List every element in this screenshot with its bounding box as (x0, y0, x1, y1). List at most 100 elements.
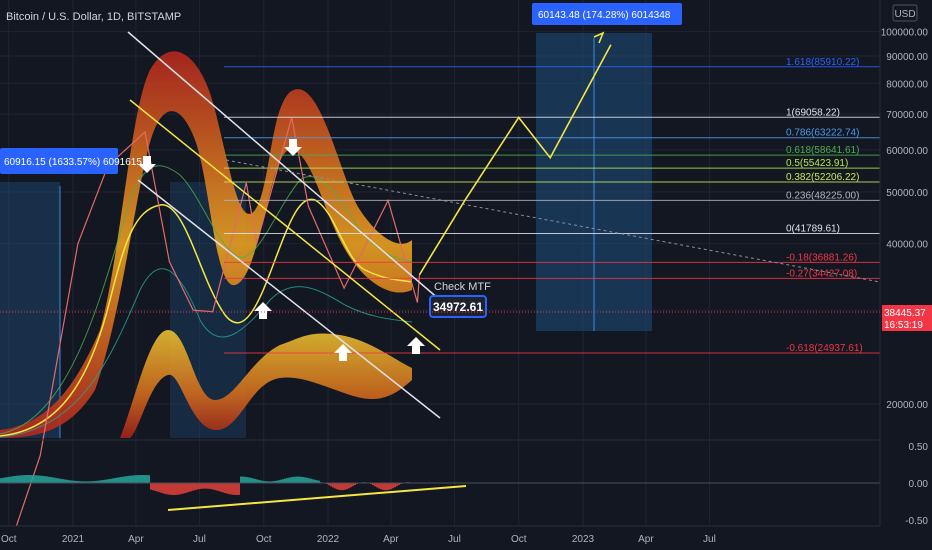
oscillator-bar (52, 477, 54, 483)
time-tick-label: Oct (511, 534, 527, 545)
oscillator-bar (158, 483, 160, 493)
oscillator-bar (198, 483, 200, 490)
oscillator-bar (48, 476, 50, 483)
oscillator-bar (204, 483, 206, 489)
time-tick-label: Jul (193, 534, 206, 545)
fib-level-label: -0.27(34427.08) (786, 268, 857, 279)
oscillator-bar (32, 475, 34, 483)
oscillator-bar (154, 483, 156, 491)
oscillator-bar (68, 480, 70, 483)
oscillator-bar (96, 480, 98, 483)
oscillator-bar (222, 483, 224, 493)
price-tick-label: 60000.00 (886, 146, 928, 157)
oscillator-bar (236, 483, 238, 495)
oscillator-bar (240, 476, 242, 483)
oscillator-bar (254, 478, 256, 483)
oscillator-bar (224, 483, 226, 494)
oscillator-bar (340, 483, 342, 491)
oscillator-bar (76, 481, 78, 483)
current-price-tag (882, 305, 932, 331)
oscillator-bar (20, 475, 22, 483)
oscillator-tick-label: 0.50 (909, 442, 929, 453)
oscillator-bar (338, 483, 340, 490)
oscillator-bar (334, 483, 336, 489)
oscillator-bar (390, 483, 392, 490)
oscillator-bar (86, 481, 88, 483)
oscillator-bar (260, 480, 262, 483)
fib-level-label: -0.18(36881.26) (786, 252, 857, 263)
oscillator-bar (310, 478, 312, 483)
oscillator-bar (74, 480, 76, 483)
oscillator-bar (242, 476, 244, 483)
oscillator-bar (354, 483, 356, 485)
oscillator-bar (58, 478, 60, 483)
oscillator-bar (142, 475, 144, 483)
oscillator-axis-ticks: 0.50 0.00 -0.50 (905, 442, 928, 527)
oscillator-bar (70, 480, 72, 483)
oscillator-bar (12, 476, 14, 483)
cursor-price-label: 34972.61 (433, 300, 483, 314)
oscillator-bar (106, 479, 108, 483)
oscillator-bar (330, 483, 332, 487)
oscillator-bar (280, 479, 282, 483)
oscillator-bar (252, 478, 254, 483)
oscillator-trendline (167, 485, 467, 511)
time-axis[interactable] (0, 526, 932, 550)
oscillator-bar (28, 475, 30, 483)
oscillator-bar (122, 476, 124, 483)
oscillator-bar (16, 475, 18, 483)
oscillator-bar (148, 475, 150, 483)
oscillator-bar (60, 478, 62, 483)
fib-level-label: 0.5(55423.91) (786, 158, 848, 169)
lower-band (0, 330, 412, 438)
fib-level-label: 0.236(48225.00) (786, 190, 859, 201)
fib-level-label: 1(69058.22) (786, 107, 840, 118)
oscillator-bar (190, 483, 192, 492)
oscillator-bar (62, 479, 64, 483)
oscillator-bar (288, 477, 290, 483)
oscillator-bar (326, 483, 328, 485)
measure-right-label-bg (532, 3, 682, 25)
oscillator-bar (228, 483, 230, 495)
measure-box-left (0, 182, 60, 438)
down-arrow-icon (284, 139, 302, 156)
projection-arrowhead (593, 31, 605, 44)
currency-badge[interactable] (892, 4, 918, 22)
oscillator-bar (94, 480, 96, 483)
oscillator-bar (18, 475, 20, 483)
oscillator-bar (268, 481, 270, 483)
oscillator-bar (202, 483, 204, 489)
oscillator-bar (348, 483, 350, 489)
time-tick-label: 2021 (62, 534, 85, 545)
oscillator-bar (132, 475, 134, 483)
oscillator-bar (82, 481, 84, 483)
oscillator-bar (258, 479, 260, 483)
oscillator-bar (130, 475, 132, 483)
upper-band (0, 51, 412, 439)
oscillator-bar (128, 475, 130, 483)
oscillator-bar (266, 481, 268, 483)
fib-levels: 1.618(85910.22) 1(69058.22) 0.786(63222.74… (224, 57, 880, 354)
oscillator-bar (26, 475, 28, 483)
oscillator-bar (332, 483, 334, 488)
oscillator-bar (216, 483, 218, 491)
oscillator-bar (64, 479, 66, 483)
time-tick-label: Apr (128, 534, 144, 545)
currency-label: USD (894, 9, 915, 20)
oscillator-bar (152, 483, 154, 491)
fib-level-label: 0.786(63222.74) (786, 128, 859, 139)
oscillator-bar (126, 476, 128, 483)
oscillator-bar (342, 483, 344, 491)
price-axis[interactable] (880, 0, 932, 526)
price-tick-label: 40000.00 (886, 240, 928, 251)
price-tick-label: 100000.00 (881, 28, 929, 39)
oscillator-bar (214, 483, 216, 491)
oscillator-bar (300, 476, 302, 483)
oscillator-bar (206, 483, 208, 489)
trend-channel-lower (137, 179, 441, 419)
time-tick-label: 2023 (572, 534, 595, 545)
oscillator-bar (200, 483, 202, 489)
oscillator-bar (150, 483, 152, 490)
oscillator-bar (134, 475, 136, 483)
